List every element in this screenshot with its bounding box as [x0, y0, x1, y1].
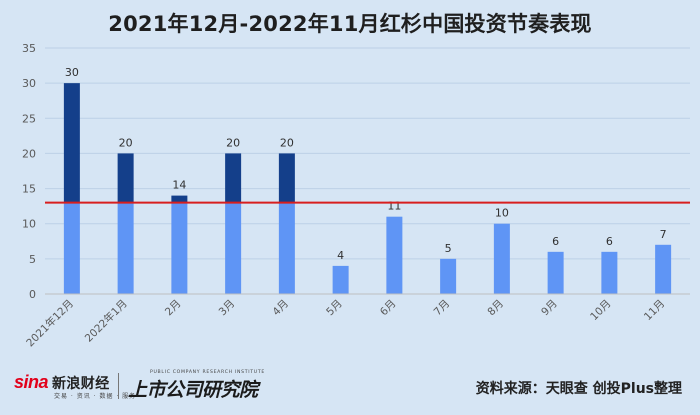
data-label: 10 [495, 207, 509, 220]
data-label: 6 [606, 235, 613, 248]
bar-lower-segment [117, 202, 134, 294]
sina-finance-tagline: 交易 · 资讯 · 数据 · 服务 [54, 393, 137, 400]
sina-finance-logo: sina 新浪财经 交易 · 资讯 · 数据 · 服务 [14, 372, 135, 402]
x-tick-label: 11月 [642, 298, 667, 323]
y-tick-label: 25 [22, 112, 36, 125]
data-label: 5 [445, 242, 452, 255]
chart-title: 2021年12月-2022年11月红杉中国投资节奏表现 [108, 12, 592, 36]
bar-upper-segment [171, 195, 188, 203]
bar-upper-segment [63, 83, 80, 203]
x-tick-label: 7月 [432, 298, 453, 319]
y-tick-label: 0 [29, 288, 36, 301]
data-label: 4 [337, 249, 344, 262]
x-tick-label: 10月 [588, 298, 613, 323]
y-tick-label: 10 [22, 218, 36, 231]
bar [655, 244, 672, 294]
sina-finance-name: 新浪财经 [52, 376, 110, 392]
x-tick-label: 9月 [539, 298, 560, 319]
sina-wordmark: sina [14, 372, 49, 392]
bar [386, 216, 403, 294]
bar-lower-segment [171, 202, 188, 294]
y-tick-label: 30 [22, 77, 36, 90]
data-label: 14 [172, 179, 186, 192]
footer-logos: sina 新浪财经 交易 · 资讯 · 数据 · 服务 PUBLIC COMPA… [14, 370, 264, 404]
logo-divider [118, 373, 119, 399]
bar [493, 223, 510, 294]
bar-upper-segment [117, 153, 134, 203]
data-label: 20 [119, 136, 133, 149]
research-institute-english: PUBLIC COMPANY RESEARCH INSTITUTE [150, 370, 265, 375]
y-tick-label: 20 [22, 147, 36, 160]
bar [440, 258, 457, 294]
bar-lower-segment [225, 202, 242, 294]
y-tick-label: 5 [29, 253, 36, 266]
x-tick-label: 8月 [485, 298, 506, 319]
x-tick-label: 2021年12月 [24, 297, 76, 349]
y-tick-label: 35 [22, 42, 36, 55]
x-tick-label: 5月 [324, 298, 345, 319]
x-tick-label: 6月 [378, 298, 399, 319]
grid-lines [45, 47, 690, 260]
bar-series [63, 83, 672, 294]
bar-lower-segment [63, 202, 80, 294]
research-institute-name: 上市公司研究院 [128, 379, 258, 401]
bar-lower-segment [278, 202, 295, 294]
bar-upper-segment [278, 153, 295, 203]
bar [547, 251, 564, 294]
data-label: 20 [280, 136, 294, 149]
x-tick-label: 3月 [217, 298, 238, 319]
source-note: 资料来源：天眼查 创投Plus整理 [475, 381, 682, 397]
data-label: 20 [226, 136, 240, 149]
x-tick-label: 2022年1月 [82, 297, 130, 345]
y-tick-label: 15 [22, 183, 36, 196]
data-label: 6 [552, 235, 559, 248]
x-tick-label: 4月 [270, 298, 291, 319]
x-tick-label: 2月 [163, 298, 184, 319]
data-label: 30 [65, 66, 79, 79]
research-institute-logo: PUBLIC COMPANY RESEARCH INSTITUTE 上市公司研究… [128, 370, 268, 402]
bar [601, 251, 618, 294]
bar-upper-segment [225, 153, 242, 203]
data-label: 7 [660, 228, 667, 241]
bar [332, 265, 349, 294]
